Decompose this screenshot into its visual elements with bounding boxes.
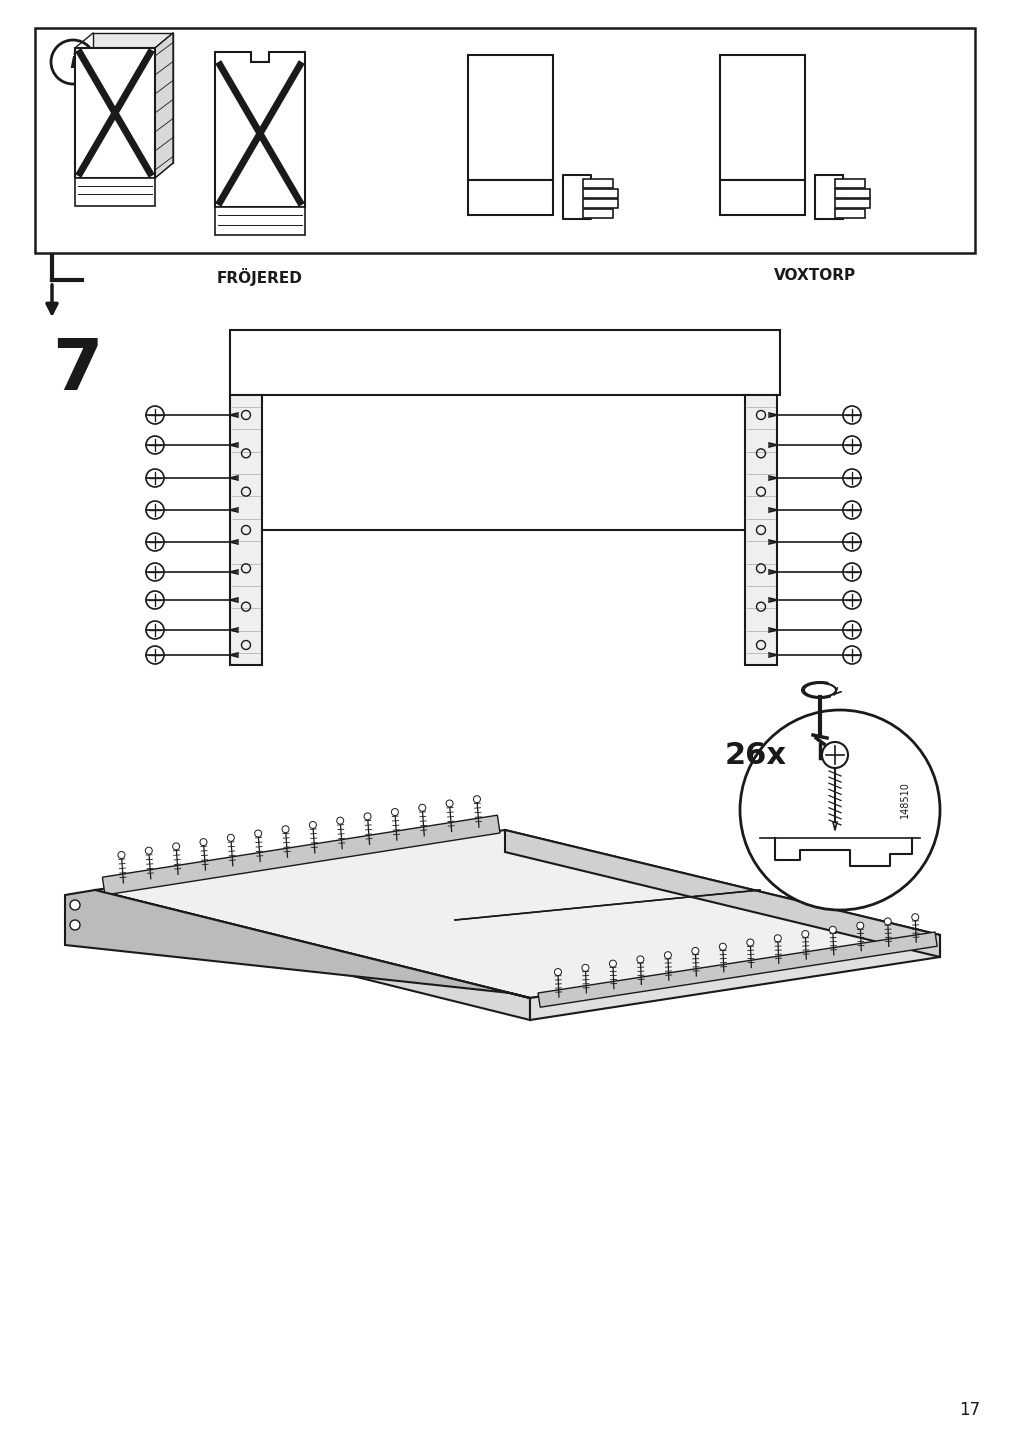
Circle shape — [118, 852, 124, 859]
Circle shape — [692, 948, 699, 955]
Circle shape — [842, 621, 860, 639]
Circle shape — [227, 835, 235, 842]
Circle shape — [70, 899, 80, 909]
Circle shape — [146, 533, 164, 551]
Circle shape — [146, 470, 164, 487]
Bar — [719, 54, 804, 180]
Text: i: i — [69, 52, 77, 72]
Circle shape — [842, 646, 860, 664]
Polygon shape — [155, 33, 173, 178]
Circle shape — [842, 407, 860, 424]
Polygon shape — [504, 831, 939, 957]
Text: 17: 17 — [958, 1400, 980, 1419]
Circle shape — [419, 805, 426, 812]
Text: 26x: 26x — [724, 740, 787, 769]
Text: VOXTORP: VOXTORP — [773, 268, 855, 284]
Bar — [834, 209, 864, 218]
Bar — [582, 189, 618, 198]
Circle shape — [746, 939, 753, 947]
Bar — [562, 175, 590, 219]
Polygon shape — [538, 932, 936, 1007]
Circle shape — [911, 914, 918, 921]
Polygon shape — [95, 831, 939, 998]
Bar — [75, 178, 155, 206]
Circle shape — [146, 848, 152, 855]
Circle shape — [719, 944, 726, 951]
Circle shape — [282, 826, 289, 833]
Circle shape — [664, 952, 670, 958]
Circle shape — [801, 931, 808, 938]
Circle shape — [554, 968, 561, 975]
Bar — [214, 208, 304, 235]
Bar — [744, 395, 776, 664]
Circle shape — [473, 796, 480, 803]
Circle shape — [856, 922, 863, 929]
Circle shape — [146, 407, 164, 424]
Bar — [582, 199, 618, 208]
Circle shape — [821, 742, 847, 768]
Circle shape — [173, 843, 180, 851]
Bar — [229, 329, 779, 395]
Bar — [35, 29, 974, 253]
Circle shape — [255, 831, 262, 838]
Circle shape — [842, 435, 860, 454]
Circle shape — [842, 470, 860, 487]
Polygon shape — [95, 891, 530, 1020]
Circle shape — [200, 839, 207, 846]
Circle shape — [828, 927, 835, 934]
Circle shape — [146, 646, 164, 664]
Circle shape — [609, 959, 616, 967]
Bar — [834, 189, 869, 198]
Circle shape — [146, 563, 164, 581]
Circle shape — [391, 809, 398, 816]
Circle shape — [581, 964, 588, 971]
Circle shape — [842, 501, 860, 518]
Text: 148510: 148510 — [899, 782, 909, 819]
Bar — [75, 49, 155, 178]
Circle shape — [636, 957, 643, 962]
Circle shape — [146, 621, 164, 639]
Circle shape — [842, 533, 860, 551]
Polygon shape — [102, 815, 499, 895]
Bar — [834, 179, 864, 188]
Ellipse shape — [803, 683, 835, 697]
Circle shape — [884, 918, 891, 925]
Bar — [814, 175, 842, 219]
Circle shape — [739, 710, 939, 909]
Circle shape — [446, 800, 453, 808]
Circle shape — [842, 591, 860, 609]
Circle shape — [146, 591, 164, 609]
Text: 7: 7 — [52, 335, 102, 404]
Bar — [582, 209, 613, 218]
Polygon shape — [65, 891, 530, 998]
Bar — [93, 33, 173, 163]
Circle shape — [70, 919, 80, 929]
Circle shape — [842, 563, 860, 581]
Bar — [467, 54, 552, 180]
Circle shape — [146, 435, 164, 454]
Circle shape — [337, 818, 344, 825]
Circle shape — [146, 501, 164, 518]
Circle shape — [773, 935, 780, 942]
Circle shape — [309, 822, 316, 829]
Bar — [719, 180, 804, 215]
Circle shape — [364, 813, 371, 821]
Polygon shape — [214, 52, 304, 208]
Bar — [834, 199, 869, 208]
Bar — [582, 179, 613, 188]
Bar — [467, 180, 552, 215]
Polygon shape — [530, 935, 939, 1020]
Bar — [229, 395, 262, 664]
Text: FRÖJERED: FRÖJERED — [216, 268, 302, 286]
